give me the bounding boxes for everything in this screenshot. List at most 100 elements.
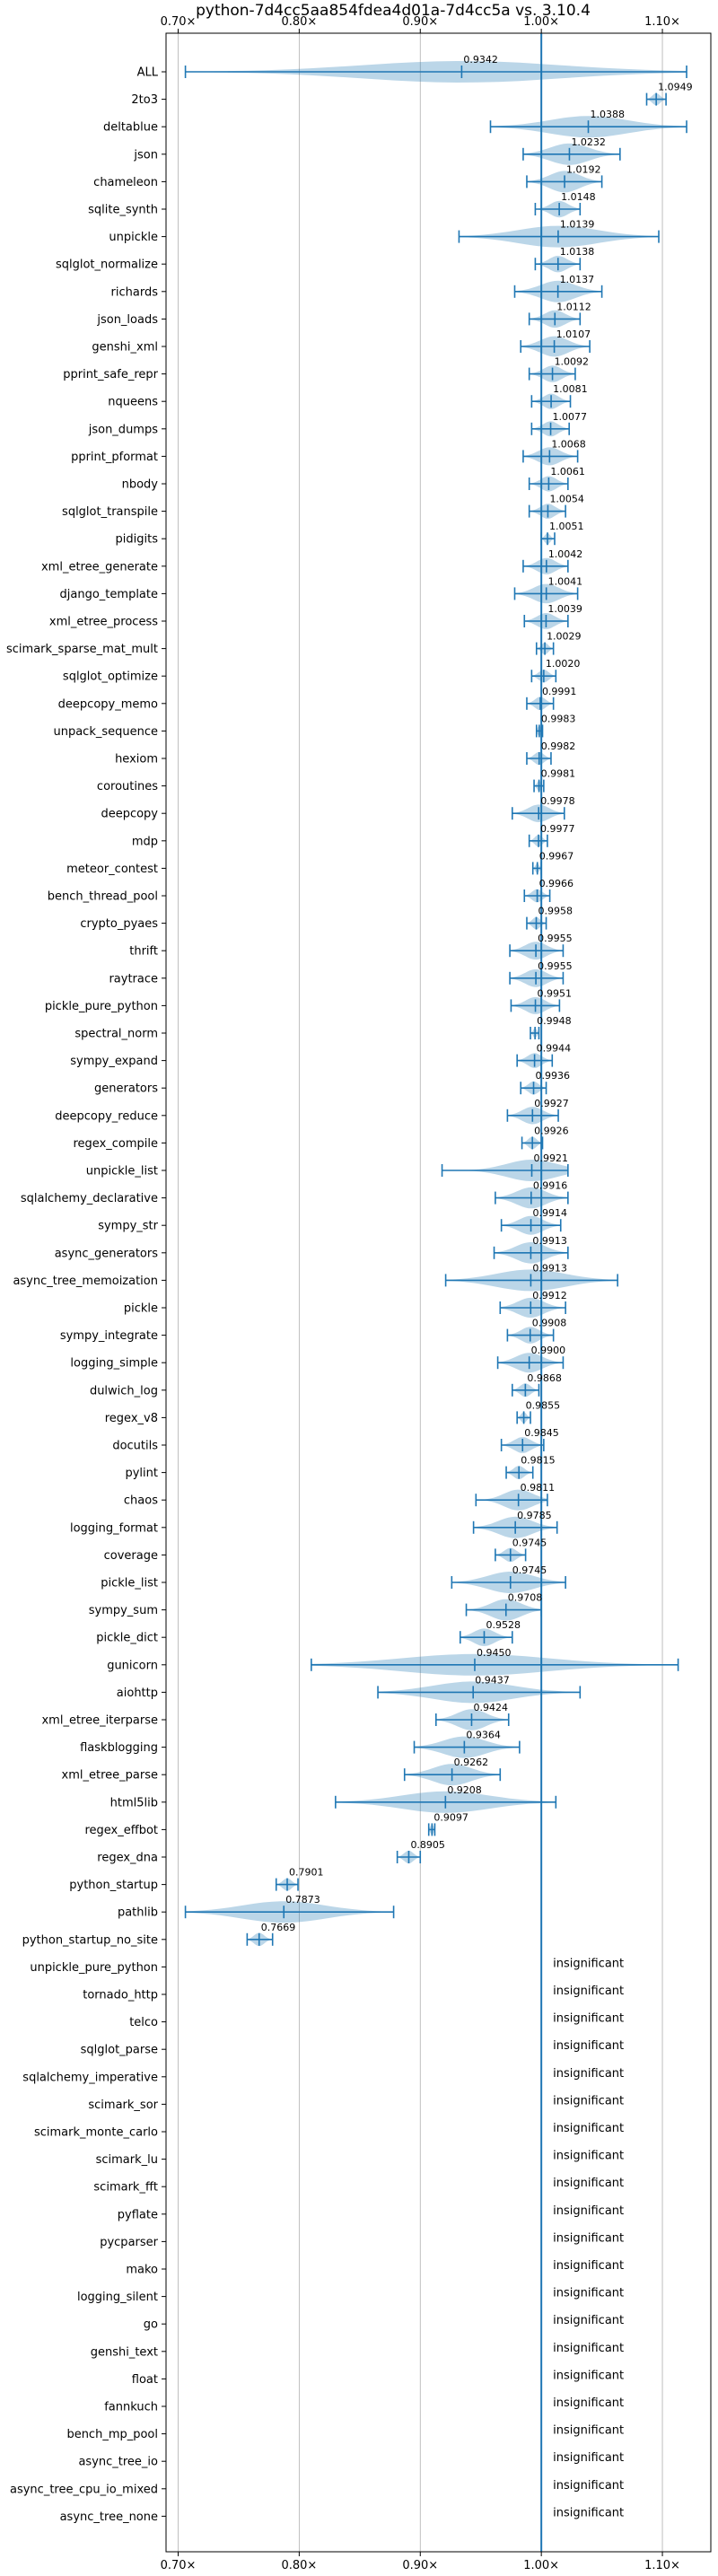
benchmark-label: bench_thread_pool: [48, 890, 158, 904]
label-layer: ALL 0.9342 2to3 1.0949 deltablue 1.0388 json 1.…: [6, 54, 693, 2524]
benchmark-label: regex_compile: [73, 1137, 158, 1151]
x-tick-label-bottom: 1.10×: [644, 2559, 680, 2572]
benchmark-label: thrift: [129, 945, 158, 959]
value-label: 1.0020: [546, 658, 581, 670]
value-label: 0.9977: [540, 823, 575, 835]
value-label: 0.9913: [532, 1235, 567, 1247]
benchmark-label: 2to3: [131, 93, 158, 107]
insignificant-label: insignificant: [553, 2451, 624, 2465]
value-label: 0.9948: [537, 1015, 572, 1027]
benchmark-label: xml_etree_iterparse: [41, 1714, 158, 1728]
value-label: 0.9437: [475, 1674, 510, 1686]
insignificant-label: insignificant: [553, 2259, 624, 2273]
benchmark-label: spectral_norm: [74, 1028, 158, 1041]
benchmark-label: genshi_xml: [92, 341, 158, 355]
violin-layer: [185, 61, 687, 1947]
benchmark-label: sympy_integrate: [60, 1329, 158, 1343]
benchmark-label: python_startup: [69, 1879, 158, 1892]
x-tick-label-bottom: 0.70×: [161, 2559, 197, 2572]
x-tick-label-top: 1.00×: [523, 15, 559, 29]
insignificant-label: insignificant: [553, 2012, 624, 2026]
benchmark-label: python_startup_no_site: [22, 1933, 158, 1947]
benchmark-label: async_tree_io: [78, 2456, 158, 2469]
benchmark-label: async_tree_memoization: [13, 1275, 158, 1288]
plot-area-frame: [165, 32, 712, 2553]
benchmark-label: pprint_safe_repr: [63, 368, 158, 381]
value-label: 0.9927: [534, 1098, 569, 1109]
benchmark-label: regex_dna: [97, 1852, 158, 1865]
benchmark-label: telco: [129, 2016, 158, 2029]
value-label: 1.0077: [553, 411, 588, 423]
x-tick-label-top: 0.70×: [161, 15, 197, 29]
value-label: 1.0081: [553, 383, 588, 395]
value-label: 1.0054: [549, 494, 584, 505]
value-label: 0.9936: [536, 1070, 571, 1082]
value-label: 0.9951: [538, 987, 573, 999]
benchmark-label: json_dumps: [88, 423, 158, 436]
value-label: 0.9914: [533, 1207, 568, 1219]
insignificant-label: insignificant: [553, 2204, 624, 2218]
whisker-layer: [184, 66, 687, 1946]
value-label: 1.0139: [560, 219, 595, 231]
benchmark-label: dulwich_log: [90, 1384, 158, 1398]
tick-layer: 0.70× 0.70× 0.80× 0.80× 0.90× 0.90× 1.00× 1.00×…: [161, 15, 680, 2572]
value-label: 0.9913: [532, 1262, 567, 1274]
value-label: 0.9966: [539, 878, 574, 889]
value-label: 1.0061: [550, 466, 585, 478]
value-label: 0.9955: [538, 933, 573, 944]
value-label: 0.7669: [261, 1922, 296, 1933]
value-label: 0.9745: [512, 1537, 547, 1548]
value-label: 0.9991: [542, 686, 577, 697]
benchmark-label: ALL: [137, 66, 159, 80]
benchmark-label: sympy_sum: [89, 1604, 158, 1617]
value-label: 1.0137: [560, 274, 595, 285]
insignificant-label: insignificant: [553, 1957, 624, 1970]
insignificant-label: insignificant: [553, 2094, 624, 2107]
insignificant-label: insignificant: [553, 2314, 624, 2327]
insignificant-label: insignificant: [553, 2506, 624, 2519]
benchmark-label: pprint_pformat: [71, 451, 158, 464]
benchmark-label: coverage: [104, 1549, 158, 1563]
value-label: 1.0192: [566, 163, 601, 175]
value-label: 0.9708: [508, 1592, 543, 1604]
benchmark-label: go: [144, 2318, 158, 2332]
value-label: 0.9845: [524, 1427, 559, 1439]
benchmark-label: unpack_sequence: [53, 725, 158, 739]
benchmark-label: bench_mp_pool: [66, 2428, 158, 2441]
value-label: 0.9785: [517, 1510, 552, 1521]
benchmark-label: pickle_pure_python: [45, 1000, 158, 1013]
value-label: 1.0039: [547, 603, 582, 615]
benchmark-label: django_template: [60, 588, 158, 601]
benchmark-label: pylint: [125, 1467, 158, 1480]
insignificant-label: insignificant: [553, 2150, 624, 2163]
value-label: 0.9364: [466, 1730, 501, 1741]
benchmark-label: scimark_monte_carlo: [34, 2126, 158, 2140]
benchmark-label: sqlalchemy_imperative: [22, 2071, 158, 2084]
benchmark-label: pickle_dict: [96, 1632, 158, 1645]
benchmark-label: logging_simple: [70, 1357, 158, 1371]
value-label: 1.0232: [571, 136, 606, 148]
benchmark-label: crypto_pyaes: [80, 917, 158, 931]
benchmark-label: deepcopy_reduce: [55, 1109, 158, 1123]
benchmark-label: pickle: [124, 1302, 158, 1316]
grid-layer: [178, 33, 663, 2552]
benchmark-label: mdp: [132, 835, 158, 848]
value-label: 0.9815: [521, 1455, 556, 1467]
benchmark-label: scimark_lu: [96, 2153, 158, 2167]
value-label: 0.9528: [486, 1619, 521, 1631]
x-tick-label-top: 0.90×: [402, 15, 438, 29]
benchmark-label: deepcopy: [101, 808, 158, 821]
value-label: 0.9900: [531, 1345, 566, 1356]
value-label: 0.9921: [533, 1152, 568, 1164]
value-label: 0.9745: [512, 1564, 547, 1576]
value-label: 0.9981: [541, 768, 576, 780]
benchmark-label: nbody: [122, 478, 159, 492]
x-tick-label-bottom: 1.00×: [523, 2559, 559, 2572]
benchmark-label: sympy_expand: [70, 1055, 158, 1068]
insignificant-label: insignificant: [553, 2424, 624, 2438]
x-tick-label-top: 0.80×: [281, 15, 317, 29]
value-label: 0.9958: [538, 906, 573, 917]
value-label: 1.0148: [561, 191, 596, 203]
value-label: 1.0107: [556, 329, 591, 340]
